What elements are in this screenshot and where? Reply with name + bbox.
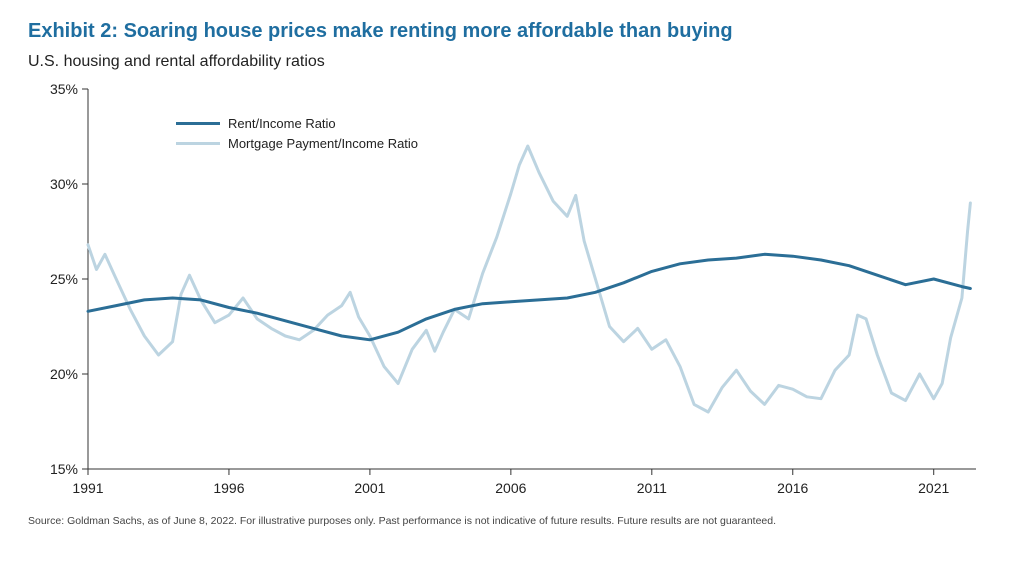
svg-text:2001: 2001 [354,480,385,496]
svg-text:2016: 2016 [777,480,808,496]
exhibit-title: Exhibit 2: Soaring house prices make ren… [28,20,996,43]
svg-text:2021: 2021 [918,480,949,496]
legend-swatch-rent [176,122,220,125]
line-chart: 15% 20% 25% 30% 35% 1991 1996 2001 2006 2011 2016 2… [28,77,996,507]
svg-text:1991: 1991 [72,480,103,496]
chart-svg: 15% 20% 25% 30% 35% 1991 1996 2001 2006 2011 2016 2… [28,77,996,507]
legend-item-rent: Rent/Income Ratio [176,113,418,133]
legend-item-mortgage: Mortgage Payment/Income Ratio [176,133,418,153]
svg-text:20%: 20% [50,366,78,382]
legend-label-mortgage: Mortgage Payment/Income Ratio [228,136,418,151]
svg-text:25%: 25% [50,271,78,287]
svg-text:2006: 2006 [495,480,526,496]
svg-text:35%: 35% [50,81,78,97]
source-footnote: Source: Goldman Sachs, as of June 8, 202… [28,515,996,527]
svg-text:2011: 2011 [637,480,667,496]
svg-text:1996: 1996 [213,480,244,496]
chart-subtitle: U.S. housing and rental affordability ra… [28,53,996,71]
chart-legend: Rent/Income Ratio Mortgage Payment/Incom… [176,113,418,153]
svg-text:15%: 15% [50,461,78,477]
legend-label-rent: Rent/Income Ratio [228,116,336,131]
legend-swatch-mortgage [176,142,220,145]
svg-text:30%: 30% [50,176,78,192]
